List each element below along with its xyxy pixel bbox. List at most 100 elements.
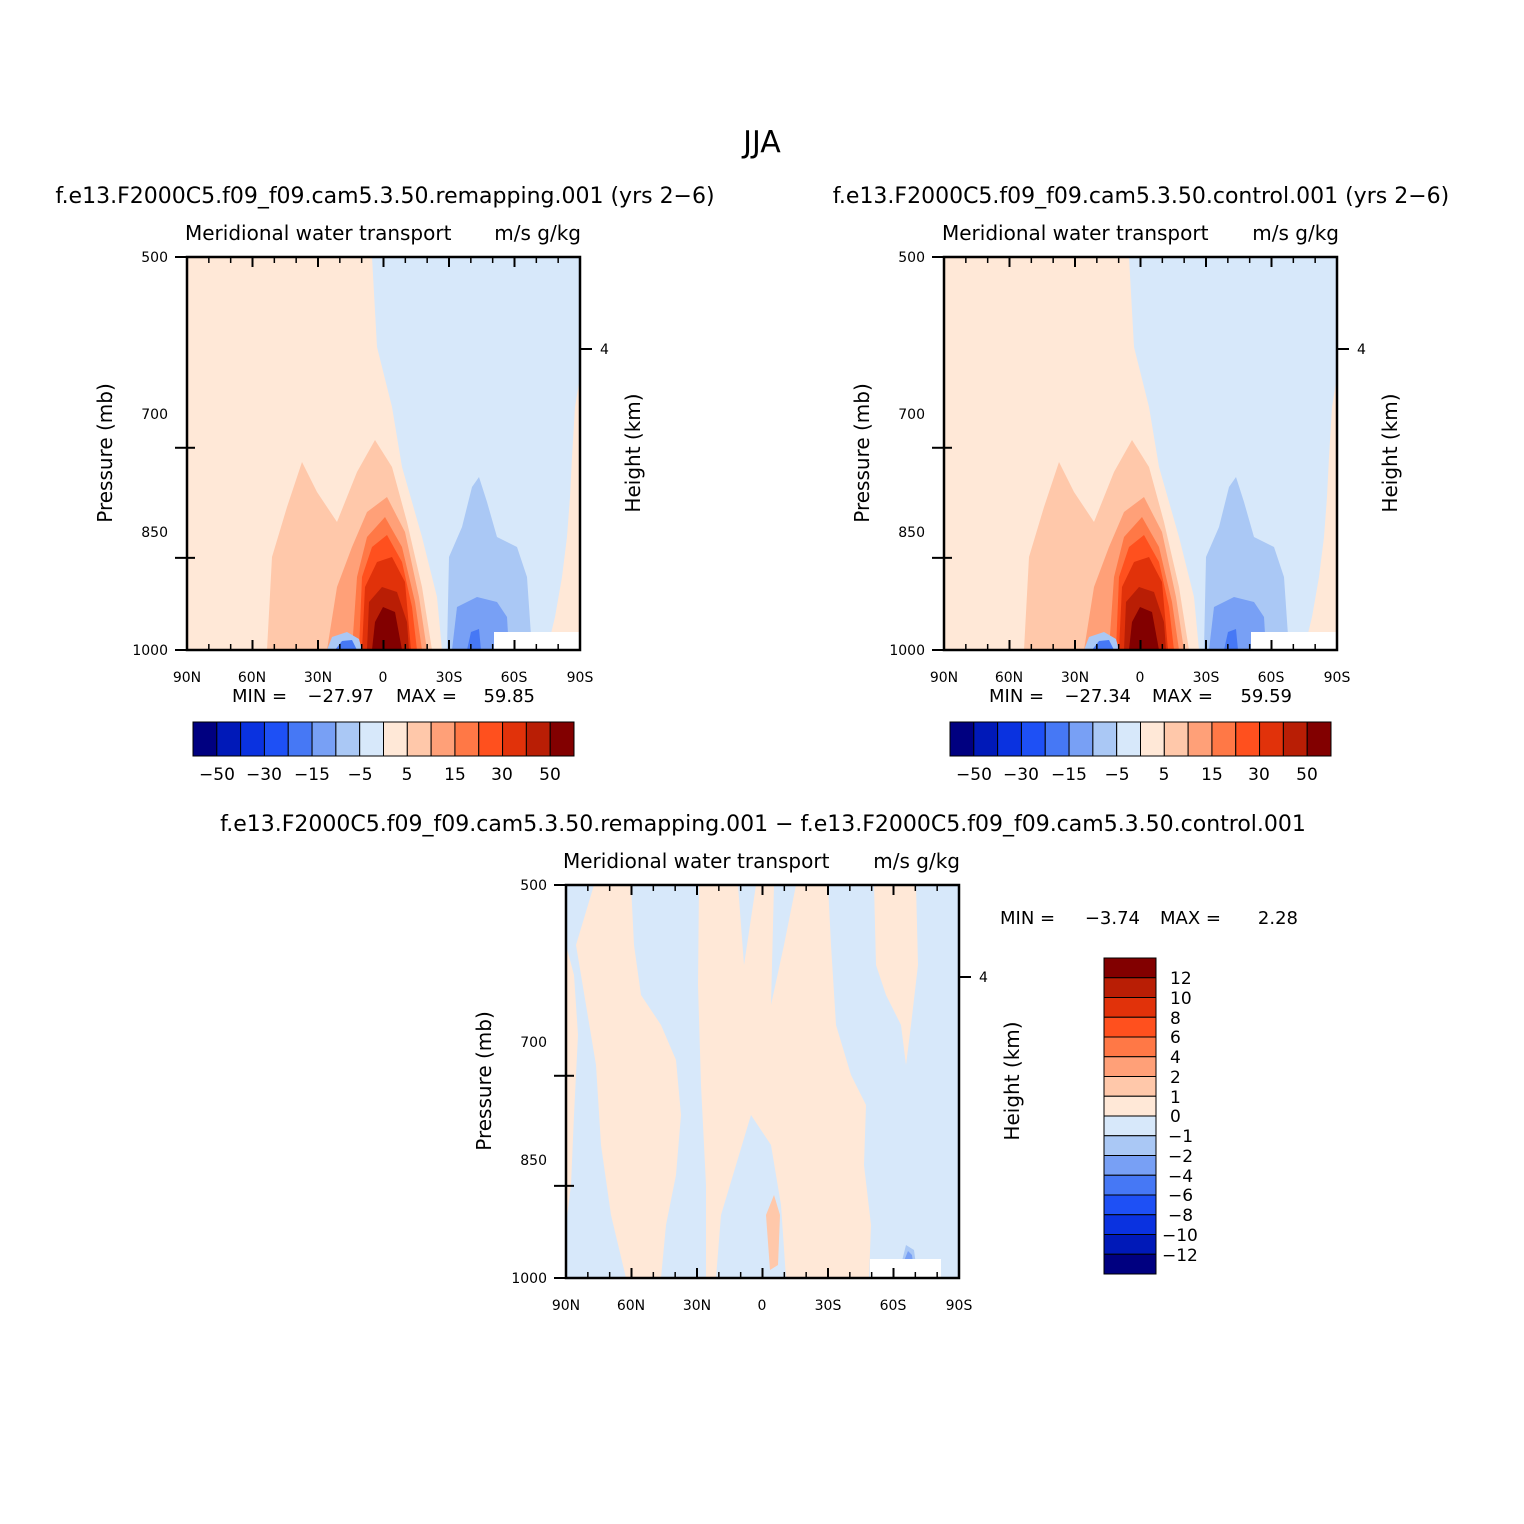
colorbar-label: −10 [1162,1226,1198,1246]
colorbar-box [1092,721,1118,757]
colorbar-box [1103,977,1157,998]
colorbar-label: −4 [1168,1167,1193,1187]
plot-area [944,257,1337,650]
x-tick-label: 60S [1258,670,1285,686]
colorbar-box [478,721,504,757]
colorbar-label: 12 [1170,969,1192,989]
min-label: MIN = [1000,908,1055,929]
colorbar-box [549,721,575,757]
min-value: −27.34 [1064,686,1131,707]
y-tick-label: 850 [898,525,925,541]
colorbar-box [1282,721,1308,757]
colorbar-box [1103,1155,1157,1176]
colorbar [1103,957,1157,1275]
colorbar-label: −50 [199,765,235,785]
colorbar-box [1020,721,1046,757]
contour-pos-e [766,1195,780,1270]
colorbar-box [502,721,527,757]
colorbar-label: −2 [1168,1147,1193,1167]
colorbar-box [1211,721,1237,757]
colorbar-box [1068,721,1094,757]
colorbar-box [1140,721,1165,757]
min-label: MIN = [989,686,1044,707]
colorbar-label: 2 [1170,1068,1181,1088]
colorbar-label: 15 [1201,765,1223,785]
colorbar-label: −5 [347,765,372,785]
colorbar-box [1103,1194,1157,1216]
y-tick-label: 500 [141,250,168,266]
x-tick-label: 60N [238,670,266,686]
colorbar-box [1235,721,1261,757]
colorbar-label: −6 [1168,1186,1193,1206]
colorbar-box [240,721,265,757]
colorbar-label: 30 [1248,765,1270,785]
colorbar-box [1103,1135,1157,1156]
colorbar-label: −1 [1168,1127,1193,1147]
y-axis-label-right: Height (km) [621,393,645,512]
min-label: MIN = [232,686,287,707]
colorbar-box [359,721,384,757]
contour-pos-a [576,885,681,1278]
y-tick-label: 700 [520,1035,547,1051]
figure-title: JJA [741,125,781,160]
max-value: 59.85 [483,686,535,707]
colorbar-box [1103,1174,1157,1196]
x-tick-label: 90S [567,670,594,686]
colorbar-box [454,721,480,757]
colorbar-box [1116,721,1141,757]
panel-remapping: f.e13.F2000C5.f09_f09.cam5.3.50.remappin… [55,184,714,785]
colorbar-box [311,721,337,757]
colorbar-label: 50 [539,765,561,785]
colorbar-box [1103,1056,1157,1077]
y-tick-label: 850 [141,525,168,541]
panel-title: f.e13.F2000C5.f09_f09.cam5.3.50.remappin… [220,812,1306,837]
colorbar-box [406,721,432,757]
colorbar-box [973,721,999,757]
colorbar-label: 8 [1170,1009,1181,1029]
y-tick-label: 500 [898,250,925,266]
panel-control: f.e13.F2000C5.f09_f09.cam5.3.50.control.… [833,184,1449,785]
x-tick-label: 90N [930,670,958,686]
panel-subtitle-left: Meridional water transport [942,221,1209,245]
colorbar-label: 4 [1170,1048,1181,1068]
x-tick-label: 60S [501,670,528,686]
colorbar-box [1187,721,1213,757]
y-tick-label: 700 [898,407,925,423]
colorbar-label: 15 [444,765,466,785]
missing-data-region [870,1259,941,1278]
panel-subtitle-right: m/s g/kg [873,849,960,873]
x-tick-label: 90N [173,670,201,686]
colorbar-box [525,721,551,757]
plot-area [566,885,959,1278]
colorbar-label: 0 [1170,1107,1181,1127]
colorbar-label: −15 [1051,765,1087,785]
colorbar-box [1103,1076,1157,1097]
contour-pos-d [874,885,918,1065]
colorbar [949,721,1332,757]
colorbar-label: 6 [1170,1028,1181,1048]
colorbar-label: 5 [1159,765,1170,785]
panel-title: f.e13.F2000C5.f09_f09.cam5.3.50.control.… [833,184,1449,209]
y-tick-label: 500 [520,878,547,894]
colorbar-box [335,721,361,757]
colorbar-box [1103,1036,1157,1058]
max-value: 59.59 [1240,686,1292,707]
colorbar-box [216,721,242,757]
panel-subtitle-left: Meridional water transport [185,221,452,245]
min-value: −3.74 [1085,908,1140,929]
x-tick-label: 60N [995,670,1023,686]
colorbar-box [1259,721,1284,757]
x-tick-label: 30N [1061,670,1089,686]
axis-ticks [175,256,1338,1279]
max-value: 2.28 [1258,908,1298,929]
colorbar-box [263,721,289,757]
x-tick-label: 30N [304,670,332,686]
y-right-tick-label: 4 [979,970,988,986]
y-tick-label: 1000 [889,643,925,659]
y-tick-label: 850 [520,1153,547,1169]
y-axis-label: Pressure (mb) [472,1011,496,1151]
colorbar [192,721,575,757]
contour-pos-b [566,945,578,1225]
colorbar-box [1306,721,1332,757]
contour-pos-0-south [547,377,580,650]
